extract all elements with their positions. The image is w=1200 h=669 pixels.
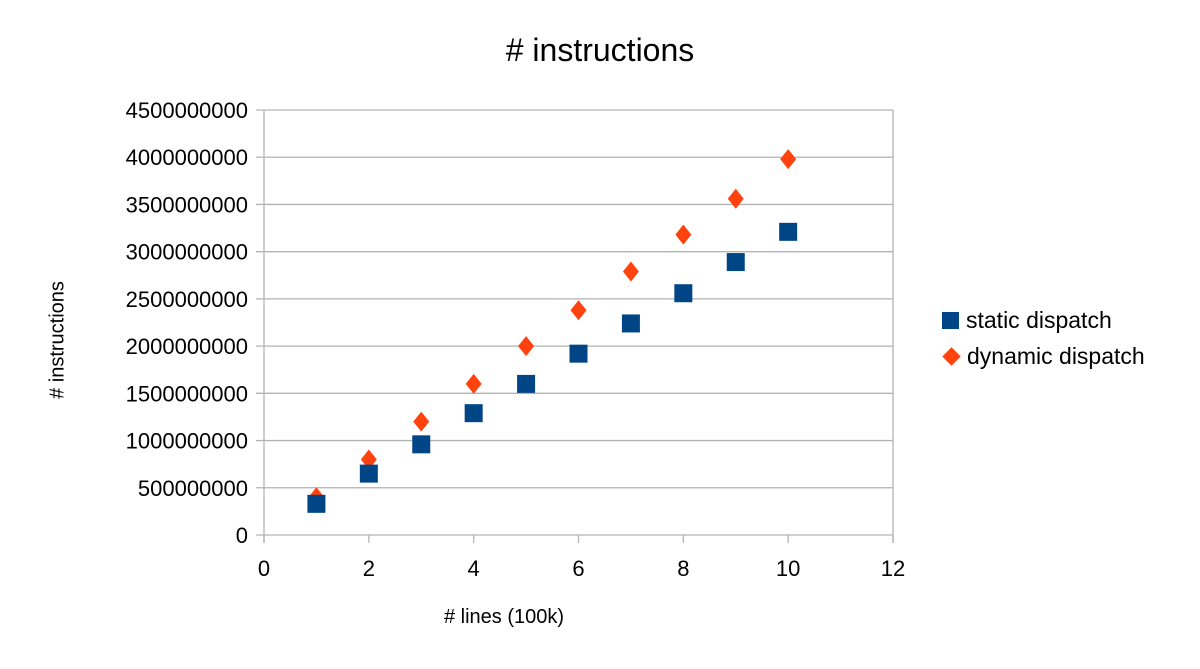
y-tick-label: 0 <box>236 523 248 548</box>
legend-item-static: static dispatch <box>942 302 1145 338</box>
data-point-static <box>517 374 536 393</box>
y-tick-label: 2000000000 <box>126 334 248 359</box>
y-tick-label: 500000000 <box>138 476 248 501</box>
data-point-dynamic <box>570 300 587 321</box>
diamond-marker-icon <box>942 346 961 366</box>
y-tick-label: 1000000000 <box>126 429 248 454</box>
legend-label: dynamic dispatch <box>967 342 1145 369</box>
y-tick-label: 2500000000 <box>126 287 248 312</box>
data-point-dynamic <box>360 449 377 470</box>
data-point-static <box>412 435 431 454</box>
square-marker-icon <box>942 311 959 329</box>
data-point-dynamic <box>465 373 482 394</box>
y-tick-label: 3000000000 <box>126 240 248 265</box>
data-point-static <box>726 253 745 272</box>
data-point-dynamic <box>518 336 535 357</box>
y-tick-label: 4000000000 <box>126 145 248 170</box>
data-point-static <box>674 284 693 303</box>
x-tick-label: 2 <box>363 556 375 581</box>
data-point-static <box>359 464 378 483</box>
x-tick-label: 12 <box>881 556 905 581</box>
x-tick-label: 4 <box>468 556 480 581</box>
data-point-static <box>307 494 326 513</box>
y-tick-label: 3500000000 <box>126 192 248 217</box>
data-point-static <box>569 344 588 363</box>
x-tick-label: 10 <box>776 556 800 581</box>
x-tick-label: 6 <box>572 556 584 581</box>
legend-label: static dispatch <box>966 306 1112 333</box>
chart-title: # instructions <box>505 32 695 68</box>
y-tick-label: 4500000000 <box>126 98 248 123</box>
data-point-dynamic <box>413 411 430 432</box>
data-point-dynamic <box>780 149 797 170</box>
data-point-dynamic <box>675 224 692 245</box>
x-tick-label: 0 <box>258 556 270 581</box>
data-point-dynamic <box>622 261 639 282</box>
data-point-static <box>621 314 640 333</box>
data-point-dynamic <box>727 188 744 209</box>
legend: static dispatch dynamic dispatch <box>942 302 1145 374</box>
data-point-static <box>779 222 798 241</box>
x-tick-label: 8 <box>677 556 689 581</box>
legend-item-dynamic: dynamic dispatch <box>942 338 1145 374</box>
x-axis-label: # lines (100k) <box>443 606 565 628</box>
y-tick-label: 1500000000 <box>126 381 248 406</box>
data-point-static <box>464 404 483 423</box>
